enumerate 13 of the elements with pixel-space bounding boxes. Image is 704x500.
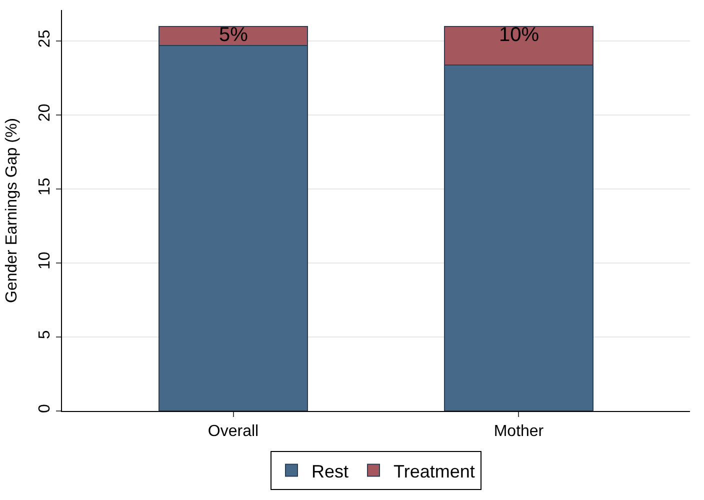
annotation: 5% (219, 24, 248, 46)
legend-label: Rest (312, 461, 349, 482)
x-tick-label: Overall (208, 423, 259, 440)
y-tick-label: 5 (36, 330, 54, 340)
y-tick-label: 15 (36, 178, 54, 196)
y-tick-label: 20 (36, 104, 54, 122)
annotation: 10% (499, 24, 540, 46)
y-tick-label: 25 (36, 30, 54, 48)
legend-label: Treatment (394, 461, 475, 482)
x-tick-label: Mother (494, 423, 544, 440)
y-tick-label: 10 (36, 252, 54, 270)
y-axis-title: Gender Earnings Gap (%) (4, 118, 20, 303)
y-tick-label: 0 (36, 404, 54, 414)
